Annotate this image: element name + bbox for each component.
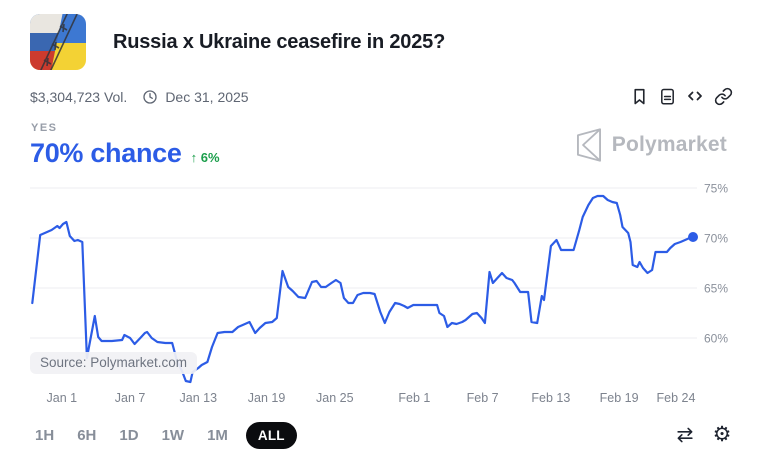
x-tick-label: Feb 7 — [467, 391, 499, 405]
range-button-all[interactable]: ALL — [245, 421, 297, 449]
header-actions — [629, 86, 733, 106]
change-indicator: ↑ 6% — [191, 150, 220, 165]
copy-link-icon[interactable] — [713, 86, 733, 106]
barbed-wire-overlay — [40, 14, 78, 70]
market-thumbnail-russia-ukraine-flags — [30, 14, 86, 70]
range-button-1w[interactable]: 1W — [157, 423, 190, 448]
range-button-6h[interactable]: 6H — [72, 423, 101, 448]
embed-code-icon[interactable] — [685, 86, 705, 106]
volume-text: $3,304,723 Vol. — [30, 89, 128, 105]
x-tick-label: Feb 13 — [531, 391, 570, 405]
y-tick-label: 70% — [704, 232, 728, 246]
up-arrow-icon: ↑ — [190, 150, 198, 165]
chart-canvas[interactable]: 60% 65% 70% 75% Jan 1 Jan 7 Jan 13 Jan 19 Jan 25… — [0, 178, 758, 413]
source-watermark: Source: Polymarket.com — [30, 352, 198, 374]
x-tick-label: Jan 7 — [115, 391, 146, 405]
x-tick-label: Feb 24 — [656, 391, 695, 405]
range-button-1d[interactable]: 1D — [114, 423, 143, 448]
chance-value: 70% chance — [30, 138, 182, 168]
settings-icon[interactable]: ⚙ — [712, 423, 732, 446]
chart-footer: 1H 6H 1D 1W 1M ALL ⚙ — [30, 420, 733, 450]
price-line — [31, 194, 695, 384]
x-tick-label: Jan 25 — [316, 391, 354, 405]
y-tick-label: 60% — [704, 332, 728, 346]
chart-tools: ⚙ — [674, 424, 733, 446]
x-tick-label: Jan 19 — [248, 391, 286, 405]
price-chart: 60% 65% 70% 75% Jan 1 Jan 7 Jan 13 Jan 19 Jan 25… — [0, 178, 758, 413]
range-button-1m[interactable]: 1M — [202, 423, 233, 448]
end-date-text: Dec 31, 2025 — [165, 89, 249, 105]
x-tick-label: Feb 1 — [398, 391, 430, 405]
change-value: 6% — [200, 150, 220, 165]
x-tick-label: Jan 13 — [180, 391, 218, 405]
compare-icon[interactable] — [674, 424, 696, 446]
clock-icon — [143, 90, 157, 104]
current-price-dot — [688, 232, 699, 242]
page-title: Russia x Ukraine ceasefire in 2025? — [113, 31, 446, 53]
market-meta: $3,304,723 Vol. Dec 31, 2025 — [30, 89, 249, 105]
bookmark-icon[interactable] — [629, 86, 649, 106]
y-tick-label: 65% — [704, 282, 728, 296]
range-button-1h[interactable]: 1H — [30, 423, 59, 448]
polymarket-logo-icon — [576, 128, 601, 162]
time-range-selector: 1H 6H 1D 1W 1M ALL — [30, 421, 297, 449]
document-icon[interactable] — [657, 86, 677, 106]
polymarket-logo-text: Polymarket — [611, 133, 727, 156]
chance-row: 70% chance ↑ 6% — [30, 138, 220, 169]
x-tick-label: Jan 1 — [47, 391, 78, 405]
outcome-label: YES — [31, 122, 58, 134]
y-tick-label: 75% — [704, 182, 728, 196]
polymarket-logo: Polymarket — [575, 128, 727, 162]
x-tick-label: Feb 19 — [600, 391, 639, 405]
